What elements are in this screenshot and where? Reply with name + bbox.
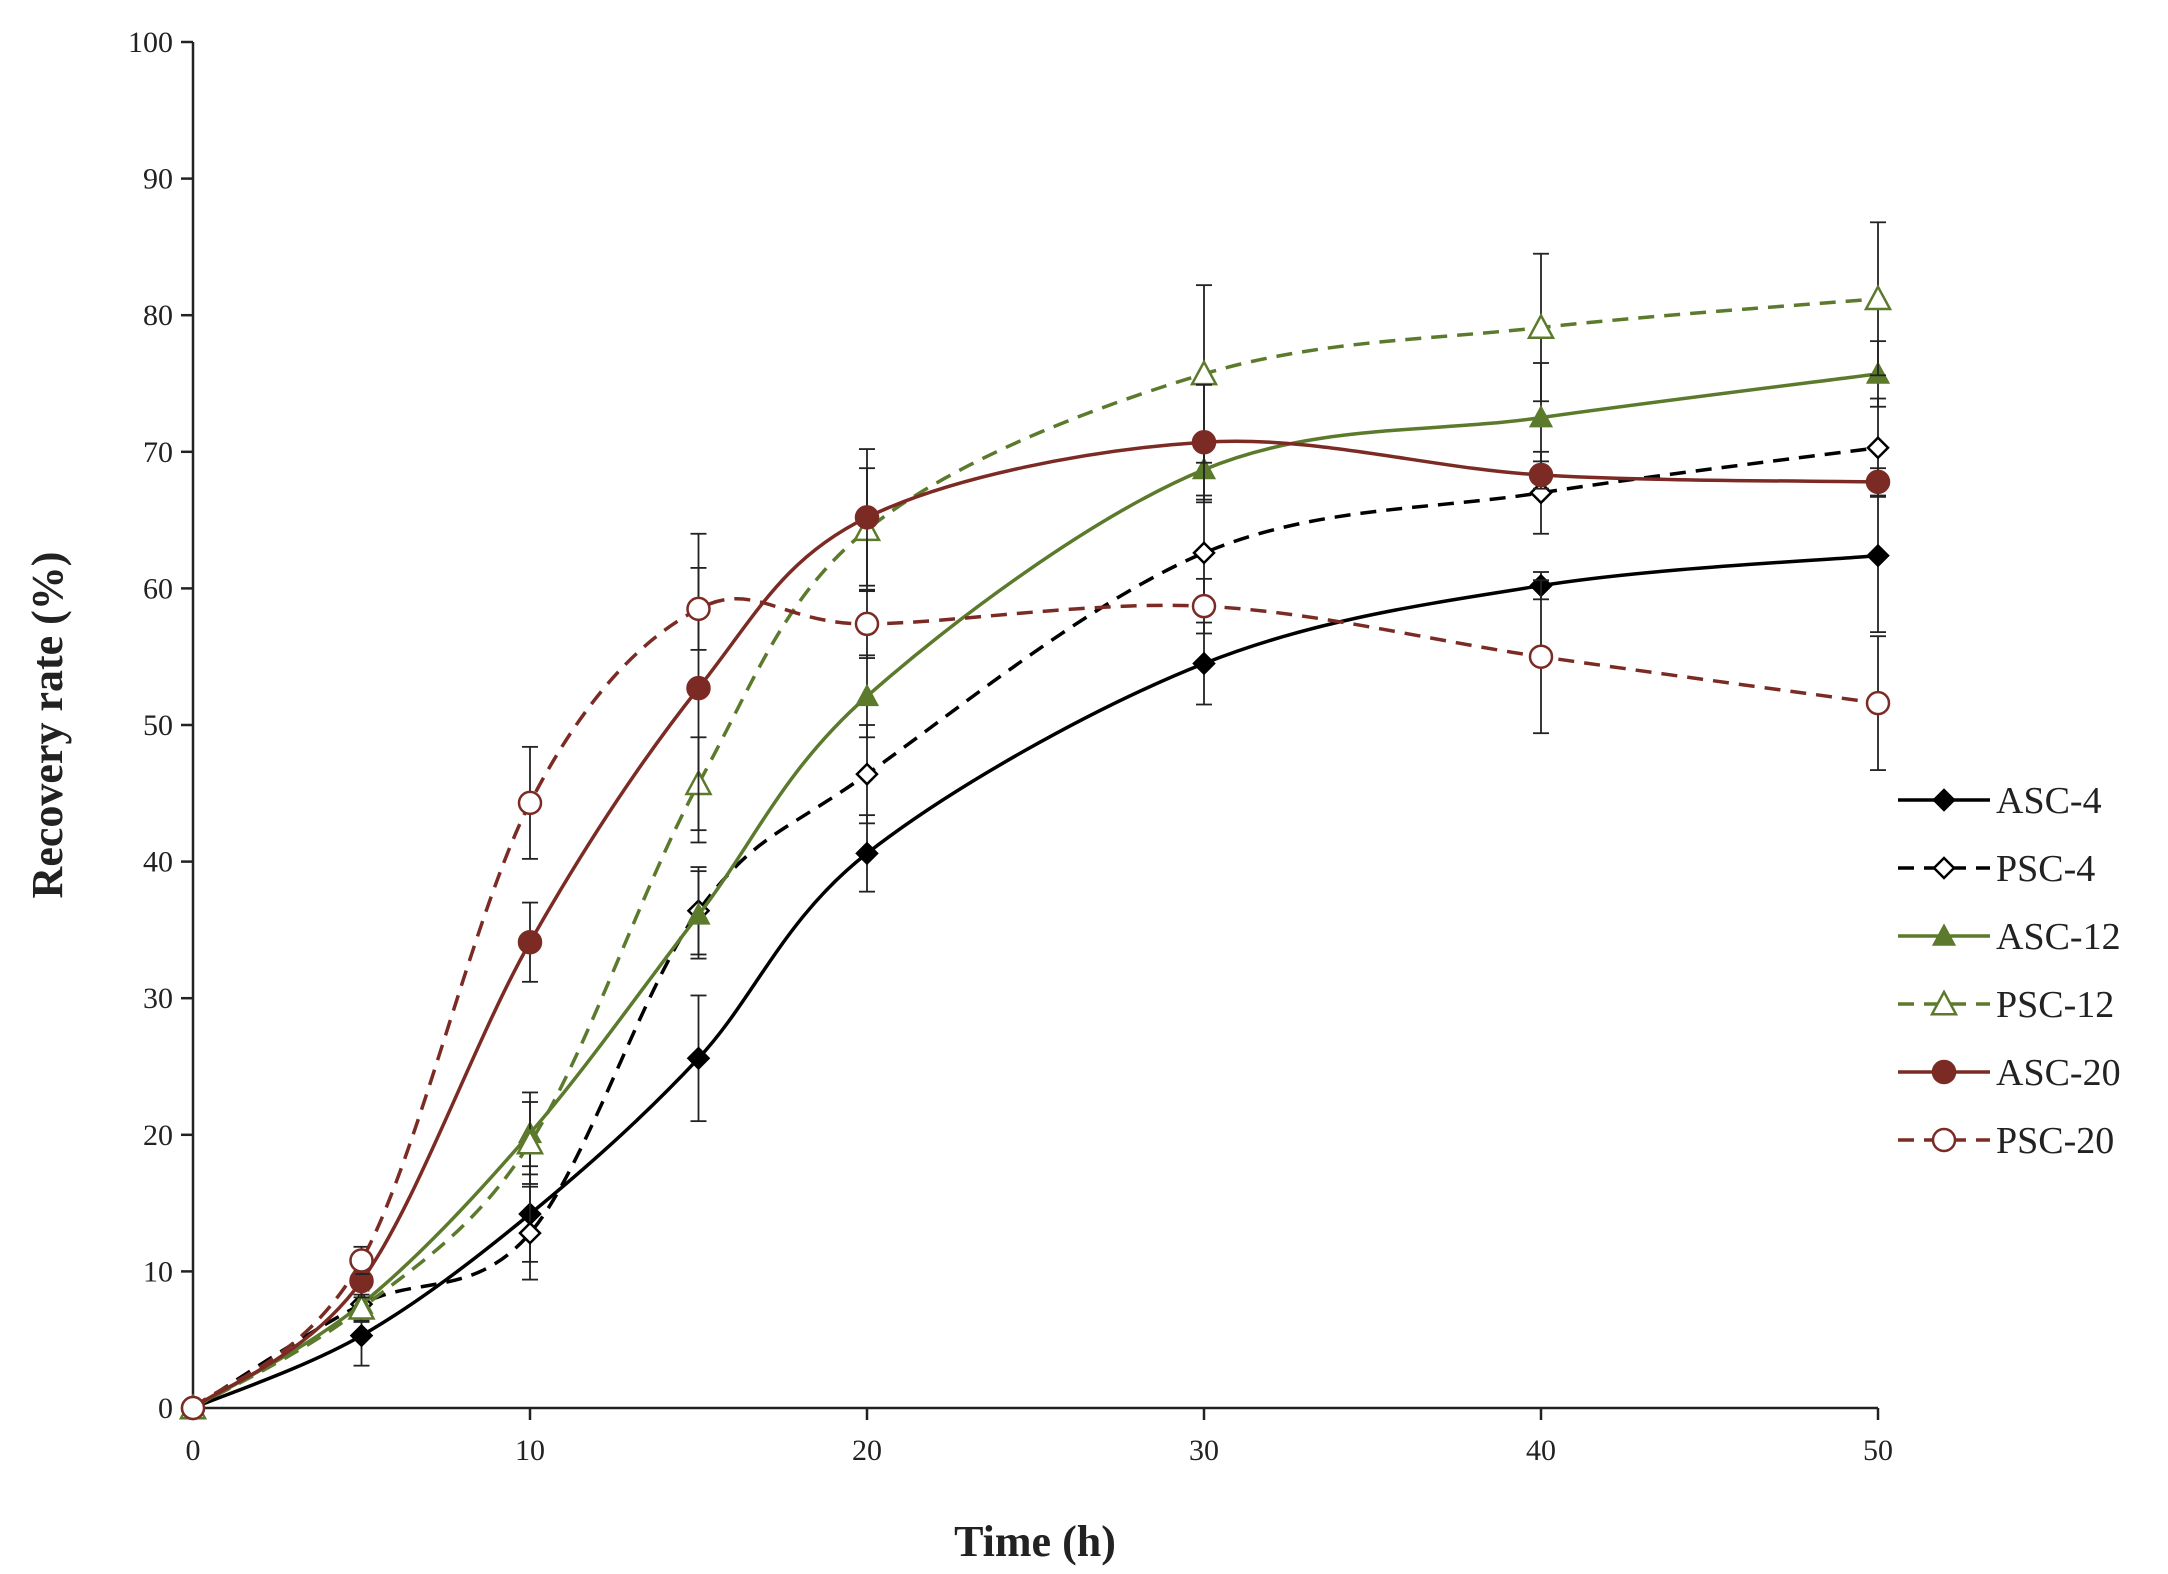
data-point-psc-20: [517, 790, 543, 816]
x-axis-title: Time (h): [954, 1517, 1116, 1566]
series-asc-12: [180, 340, 1891, 1418]
legend-marker-psc-20: [1931, 1127, 1957, 1153]
legend-marker-asc-12: [1931, 923, 1957, 946]
series-line-asc-12: [192, 372, 1879, 1410]
legend-label-psc-4: PSC-4: [1996, 848, 2095, 890]
legend-label-asc-12: ASC-12: [1996, 916, 2121, 958]
series-psc-12: [178, 221, 1893, 1420]
y-ticks: 0 10 20 30 40 50 60 70 80 90 100: [128, 26, 193, 1425]
data-point-psc-20: [1865, 690, 1891, 716]
series-asc-4: [181, 478, 1890, 1420]
y-tick-label: 40: [143, 846, 173, 879]
legend-label-psc-20: PSC-20: [1996, 1120, 2114, 1162]
data-point-psc-20: [686, 596, 711, 622]
legend-label-psc-12: PSC-12: [1996, 984, 2114, 1026]
data-point-asc-4: [855, 841, 879, 866]
legend-marker-asc-4: [1932, 788, 1956, 812]
legend-label-asc-4: ASC-4: [1996, 780, 2102, 822]
y-axis-title: Recovery rate (%): [23, 552, 72, 899]
series-psc-4: [181, 397, 1890, 1420]
data-point-asc-4: [1866, 543, 1890, 568]
data-point-psc-12: [347, 1293, 376, 1320]
data-point-asc-20: [1865, 469, 1891, 495]
y-tick-label: 100: [128, 26, 173, 59]
y-tick-label: 20: [143, 1119, 173, 1152]
y-tick-label: 80: [143, 299, 173, 332]
data-point-psc-4: [855, 762, 879, 786]
data-point-psc-12: [1863, 284, 1893, 311]
legend: ASC-4 PSC-4 ASC-12 PSC-12 ASC-20 PSC-20: [1898, 780, 2121, 1162]
legend-marker-asc-20: [1931, 1059, 1957, 1085]
data-point-asc-12: [686, 902, 711, 925]
data-point-asc-20: [1191, 429, 1217, 455]
x-tick-label: 0: [186, 1434, 201, 1467]
x-tick-label: 40: [1526, 1434, 1556, 1467]
x-tick-label: 50: [1863, 1434, 1893, 1467]
series-asc-20: [180, 383, 1891, 1421]
y-tick-label: 90: [143, 163, 173, 196]
series-line-psc-12: [192, 297, 1879, 1410]
series-psc-20: [180, 567, 1891, 1421]
series-line-psc-20: [191, 597, 1879, 1410]
y-tick-label: 30: [143, 982, 173, 1015]
data-point-asc-20: [1528, 462, 1554, 488]
data-point-psc-20: [854, 611, 880, 637]
series-line-asc-20: [191, 439, 1879, 1410]
data-point-psc-20: [349, 1248, 374, 1273]
data-point-psc-12: [515, 1128, 545, 1155]
x-ticks: 0 10 20 30 40 50: [186, 1408, 1893, 1467]
y-tick-label: 0: [158, 1392, 173, 1425]
data-point-psc-20: [1528, 644, 1554, 669]
data-point-psc-4: [1866, 435, 1890, 460]
data-point-asc-4: [1192, 651, 1216, 676]
data-point-asc-12: [1528, 405, 1554, 428]
data-point-asc-12: [854, 683, 880, 707]
legend-label-asc-20: ASC-20: [1996, 1052, 2121, 1094]
data-point-asc-20: [517, 929, 543, 955]
data-point-asc-4: [686, 1046, 711, 1071]
series-line-asc-4: [192, 553, 1879, 1410]
data-point-psc-4: [518, 1221, 542, 1245]
x-tick-label: 10: [515, 1434, 545, 1467]
legend-marker-psc-12: [1929, 989, 1959, 1016]
y-tick-label: 50: [143, 709, 173, 742]
series-line-psc-4: [192, 445, 1879, 1410]
y-tick-label: 70: [143, 436, 173, 469]
x-tick-label: 30: [1189, 1434, 1219, 1467]
data-point-asc-20: [686, 675, 711, 701]
data-point-asc-4: [349, 1323, 374, 1348]
data-point-psc-20: [180, 1395, 206, 1421]
series-layer: [178, 221, 1893, 1421]
data-point-psc-20: [1191, 593, 1217, 619]
data-point-psc-4: [1192, 541, 1216, 565]
y-tick-label: 60: [143, 572, 173, 605]
x-tick-label: 20: [852, 1434, 882, 1467]
y-tick-label: 10: [143, 1255, 173, 1288]
axes: [191, 42, 1878, 1410]
data-point-psc-12: [1526, 312, 1556, 339]
legend-marker-psc-4: [1932, 856, 1956, 880]
data-point-asc-20: [854, 505, 880, 530]
